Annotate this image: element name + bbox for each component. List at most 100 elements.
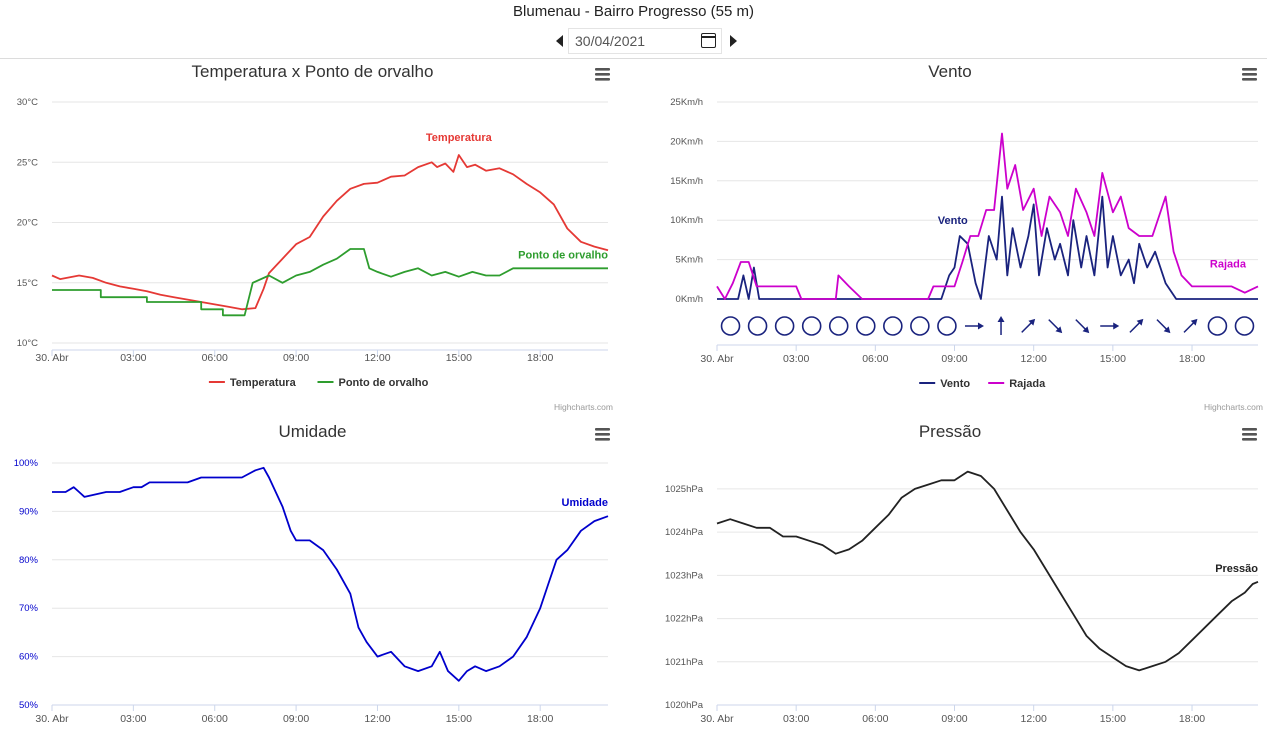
x-tick-label: 03:00 [783,713,809,725]
legend-label: Rajada [1009,378,1046,390]
arrow-head [977,322,984,330]
pressure-chart: Pressão 1020hPa 1021hPa 1022hPa 1023hPa 1024h… [633,420,1267,729]
y-tick-label: 20°C [17,218,38,229]
legend-item[interactable]: Vento [919,378,970,390]
chart-title: Temperatura x Ponto de orvalho [192,62,434,81]
series-label: Vento [938,215,968,227]
menu-bar[interactable] [1242,73,1257,76]
arrow-head [1028,318,1036,326]
chart-legend: Vento Rajada [919,378,1046,390]
series-line-vento[interactable] [717,195,1258,300]
x-tick-label: 06:00 [862,353,888,365]
menu-bar[interactable] [595,433,610,436]
arrow-head [1190,318,1198,326]
x-tick-label: 30. Abr [700,713,734,725]
calm-wind-marker-icon [883,316,903,336]
y-tick-label: 15Km/h [670,176,703,187]
chart-menu-icon[interactable] [1242,428,1257,441]
series-line-temperatura[interactable] [51,154,609,311]
wind-direction-arrow-icon [1183,318,1198,333]
y-tick-label: 10°C [17,338,38,349]
x-tick-label: 12:00 [364,352,390,364]
y-tick-label: 1024hPa [665,527,704,538]
x-tick-label: 03:00 [120,713,146,725]
chart-menu-icon[interactable] [595,68,610,81]
wind-direction-arrow-icon [1100,322,1120,330]
y-tick-label: 5Km/h [676,255,703,266]
chart-menu-icon[interactable] [1242,68,1257,81]
date-input[interactable]: 30/04/2021 [575,33,646,49]
wind-direction-arrow-icon [1129,318,1144,333]
legend-label: Vento [940,378,970,390]
x-tick-label: 09:00 [941,713,967,725]
temperature-chart: Temperatura x Ponto de orvalho 10°C 15°C 20… [0,60,625,415]
calm-wind-marker-icon [747,316,768,336]
series-label: Rajada [1210,258,1247,270]
arrow-head [1055,326,1063,334]
temp-svg: Temperatura x Ponto de orvalho 10°C 15°C 20… [17,62,613,412]
humidity-svg: Umidade 50% 60% 70% 80% 90% 100% 30. Abr 03:00 06… [14,422,610,725]
menu-bar[interactable] [595,78,610,81]
calm-wind-marker-icon [801,316,822,336]
y-tick-label: 50% [19,700,39,711]
y-tick-label: 25°C [17,157,38,168]
next-day-arrow-icon[interactable] [730,35,737,47]
x-tick-label: 09:00 [283,713,309,725]
wind-direction-arrow-icon [1075,319,1090,334]
legend-item[interactable]: Temperatura [208,377,297,389]
x-tick-label: 12:00 [1021,353,1047,365]
menu-bar[interactable] [1242,428,1257,431]
chart-menu-icon[interactable] [595,428,610,441]
y-tick-label: 100% [14,458,39,469]
x-tick-label: 06:00 [202,352,228,364]
calm-wind-marker-icon [855,316,876,336]
page-title: Blumenau - Bairro Progresso (55 m) [513,3,754,20]
y-tick-label: 30°C [17,97,38,108]
credits-label: Highcharts.com [1204,402,1263,412]
menu-bar[interactable] [1242,68,1257,71]
menu-bar[interactable] [595,73,610,76]
x-tick-label: 12:00 [1021,713,1047,725]
y-tick-label: 1022hPa [665,614,704,625]
y-tick-label: 80% [19,555,39,566]
date-picker[interactable]: 30/04/2021 [568,28,722,54]
previous-day-arrow-icon[interactable] [556,35,563,47]
series-line-rajada[interactable] [716,132,1259,300]
menu-bar[interactable] [1242,438,1257,441]
x-tick-label: 18:00 [527,713,553,725]
calm-wind-marker-icon [937,316,957,336]
series-label: Temperatura [426,132,493,144]
series-line-umidade[interactable] [52,466,609,682]
menu-bar[interactable] [1242,433,1257,436]
x-tick-label: 06:00 [202,713,228,725]
x-tick-label: 18:00 [527,352,553,364]
legend-label: Temperatura [230,377,297,389]
calendar-icon[interactable] [701,33,716,48]
menu-bar[interactable] [1242,78,1257,81]
wind-direction-arrow-icon [1156,319,1171,334]
series-line-ponto-de-orvalho[interactable] [52,248,608,317]
y-tick-label: 0Km/h [676,294,703,305]
menu-bar[interactable] [595,68,610,71]
series-line-pressão[interactable] [716,470,1259,672]
calm-wind-marker-icon [828,316,849,336]
x-tick-label: 18:00 [1179,713,1205,725]
legend-item[interactable]: Rajada [988,378,1046,390]
arrow-head [1136,318,1144,326]
x-tick-label: 09:00 [283,352,309,364]
menu-bar[interactable] [595,438,610,441]
y-tick-label: 25Km/h [670,97,703,108]
credits-label: Highcharts.com [554,402,613,412]
legend-item[interactable]: Ponto de orvalho [317,377,429,389]
y-tick-label: 15°C [17,278,38,289]
y-tick-label: 1025hPa [665,484,704,495]
series-label: Pressão [1215,563,1258,575]
arrow-head [1082,326,1090,334]
series-label: Ponto de orvalho [518,249,608,261]
chart-title: Pressão [919,422,981,441]
wind-direction-arrow-icon [964,322,984,330]
x-tick-label: 30. Abr [700,353,734,365]
menu-bar[interactable] [595,428,610,431]
series-label: Umidade [562,497,608,509]
x-tick-label: 30. Abr [35,713,69,725]
